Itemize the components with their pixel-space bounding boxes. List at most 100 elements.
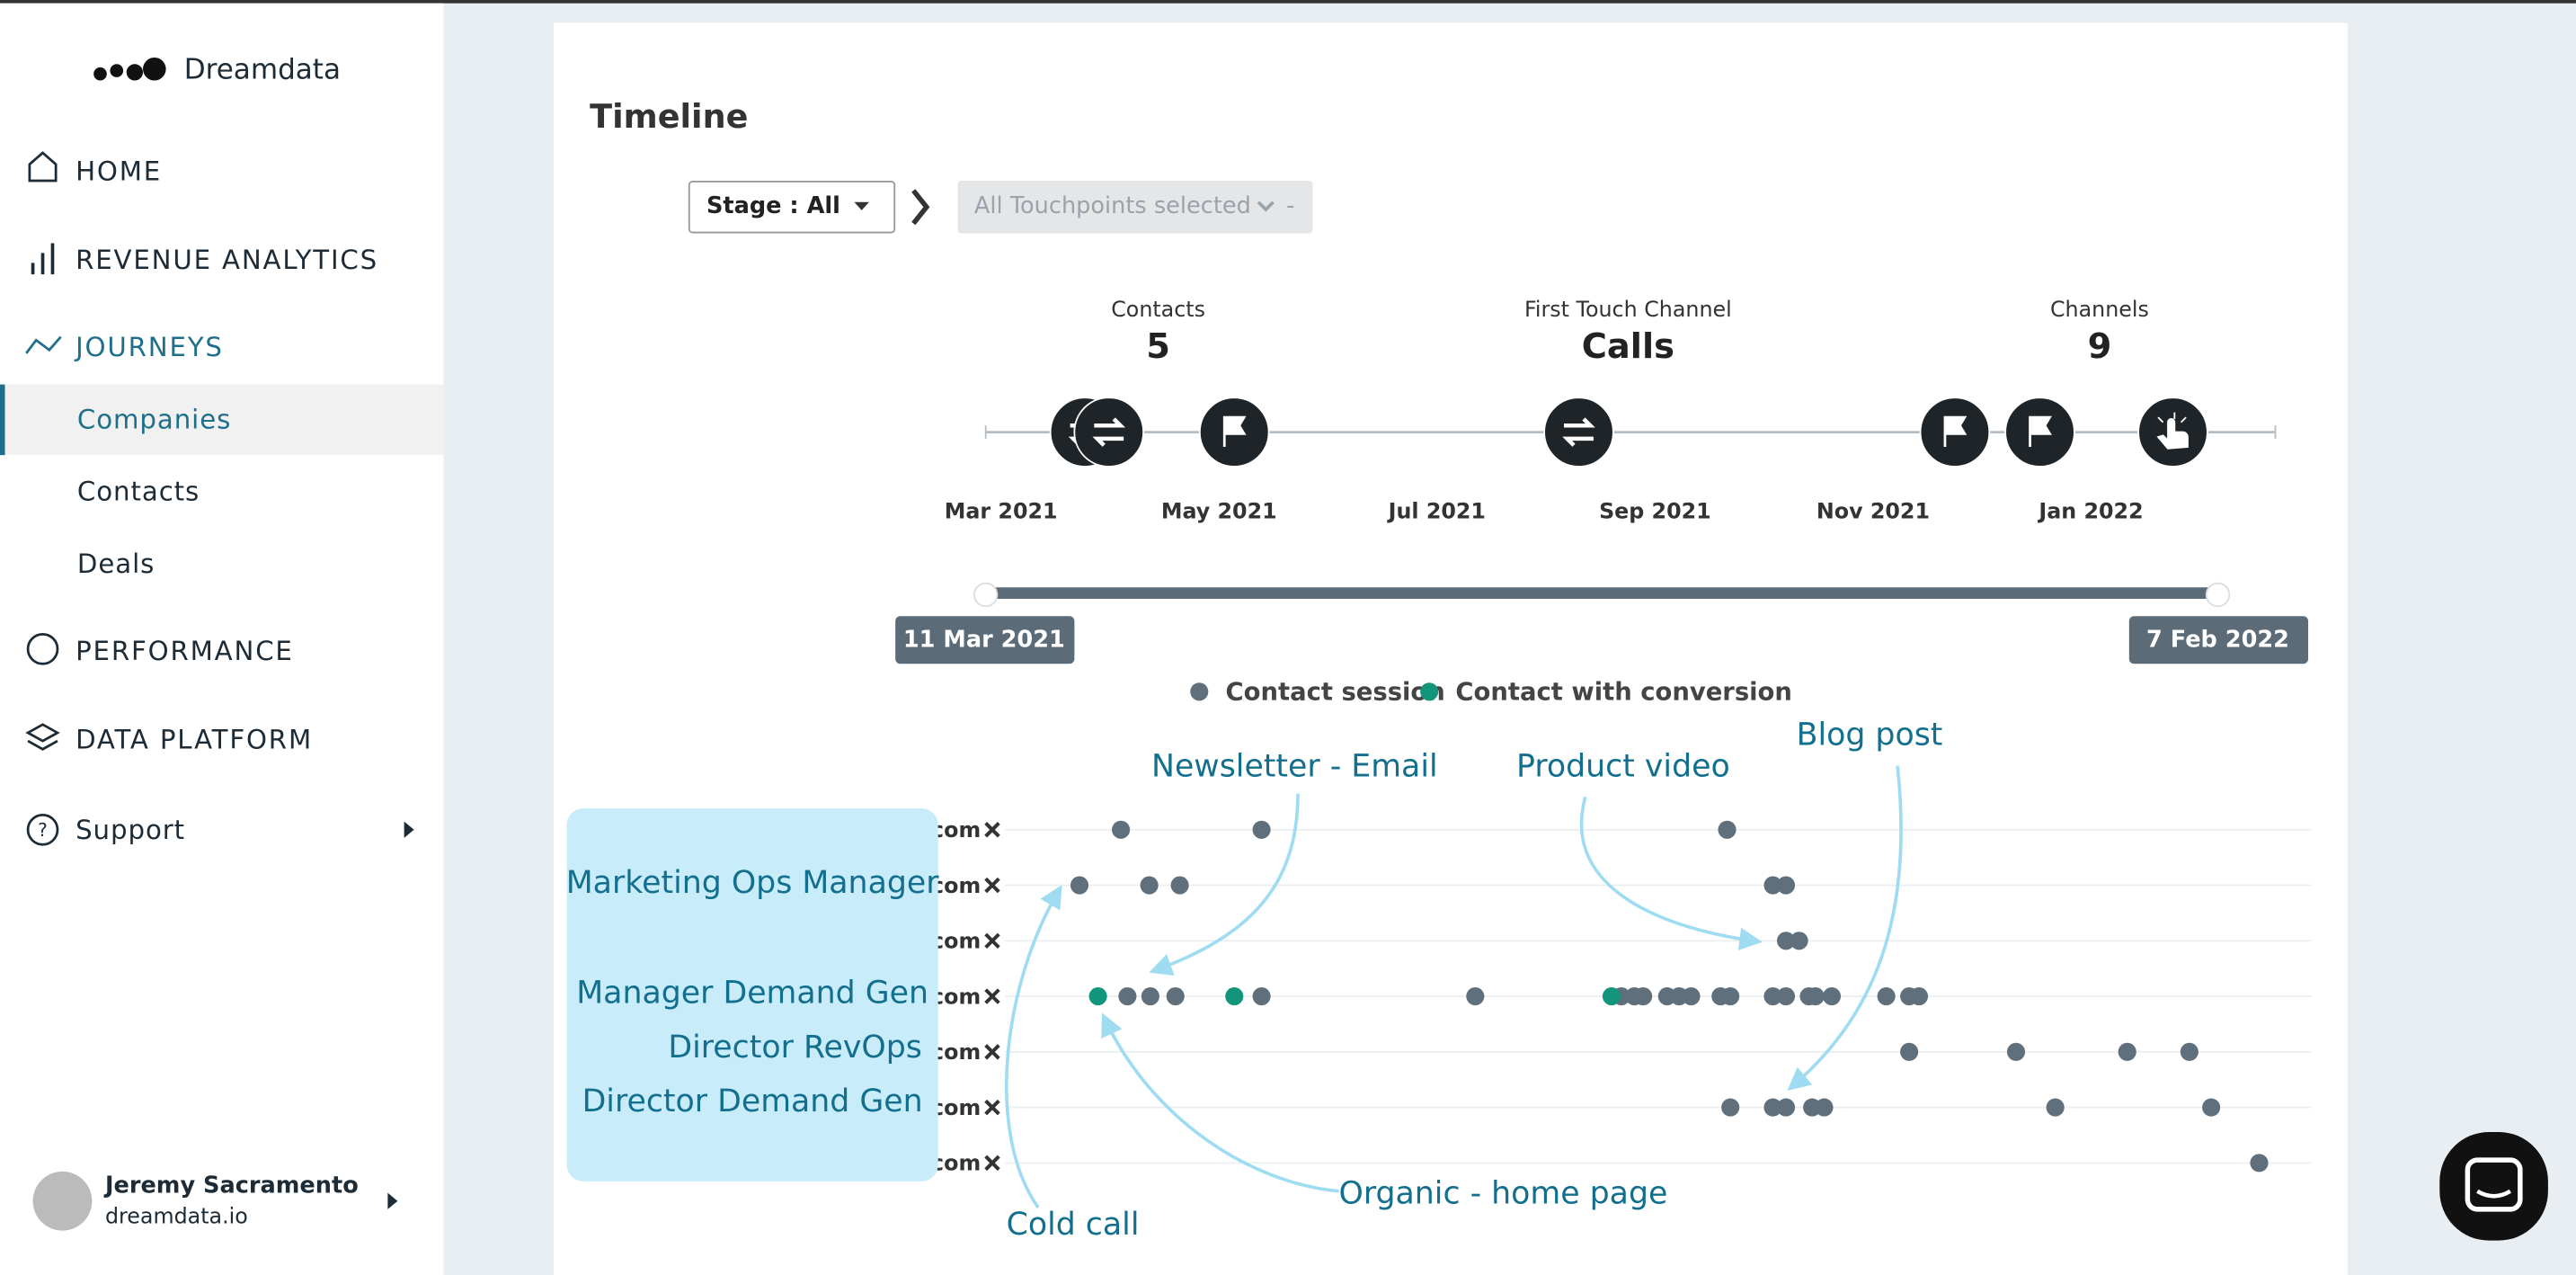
nav-journeys[interactable]: JOURNEYS <box>25 332 224 362</box>
session-dot <box>1776 987 1796 1006</box>
call-icon <box>1562 417 1595 447</box>
session-dot <box>2046 1098 2065 1117</box>
user-name[interactable]: Jeremy Sacramento <box>103 1172 359 1199</box>
selected-bar <box>0 384 5 456</box>
session-dot <box>1776 932 1796 950</box>
remove-icon <box>984 1155 1000 1172</box>
nav-support[interactable]: ? Support <box>26 813 414 846</box>
session-dot <box>1682 987 1701 1006</box>
top-border <box>0 0 2576 4</box>
session-dot <box>1602 987 1621 1006</box>
stat-value: 9 <box>2088 326 2112 367</box>
remove-icon <box>984 877 1000 894</box>
flag-icon <box>1222 415 1247 448</box>
svg-text:?: ? <box>38 819 48 841</box>
session-dot <box>1900 1042 1919 1061</box>
session-dot <box>1252 820 1271 839</box>
x-tick-label: Jul 2021 <box>1387 499 1486 524</box>
filter-text[interactable]: Stage : All <box>706 192 840 219</box>
session-dot <box>1721 1098 1740 1117</box>
page-title: Timeline <box>590 97 748 136</box>
session-dot <box>2250 1154 2269 1172</box>
session-dot <box>1088 987 1107 1006</box>
sub-nav[interactable]: Contacts <box>77 477 200 507</box>
sub-nav[interactable]: Companies <box>77 404 231 434</box>
nav-label[interactable]: Support <box>76 815 185 845</box>
role-label: Director RevOps <box>668 1030 921 1065</box>
range-start: 11 Mar 2021 <box>903 627 1065 654</box>
callout: Product video <box>1516 748 1730 784</box>
session-dot <box>1790 932 1808 950</box>
touchpoint-filter[interactable]: All Touchpoints selected - <box>957 181 1313 234</box>
callout: Cold call <box>1007 1207 1140 1243</box>
nav-label[interactable]: JOURNEYS <box>74 332 224 362</box>
nav-performance[interactable]: PERFORMANCE <box>26 632 294 666</box>
session-dot <box>1718 820 1737 839</box>
callout: Organic - home page <box>1338 1175 1667 1211</box>
remove-icon <box>984 932 1000 950</box>
legend-marker <box>1190 682 1209 701</box>
role-label: Director Demand Gen <box>582 1083 923 1119</box>
nav-revenue[interactable]: REVENUE ANALYTICS <box>31 243 379 275</box>
session-dot <box>2006 1042 2026 1061</box>
user[interactable]: Jeremy Sacramento dreamdata.io <box>32 1171 398 1231</box>
session-dot <box>1822 987 1842 1006</box>
remove-icon <box>984 1044 1000 1060</box>
remove-icon <box>984 1099 1000 1116</box>
slider[interactable]: 11 Mar 2021 7 Feb 2022 <box>895 582 2309 664</box>
nav-label[interactable]: HOME <box>76 156 162 186</box>
chevron <box>911 189 930 226</box>
session-dot <box>2118 1042 2136 1061</box>
stat-label: First Touch Channel <box>1524 297 1732 322</box>
chat-button[interactable] <box>2439 1132 2548 1241</box>
annotation-overlay: Marketing Ops Manager Manager Demand Gen D… <box>566 718 1943 1244</box>
session-dot <box>1070 876 1089 895</box>
touchpoint <box>1073 397 1145 468</box>
nav-data[interactable]: DATA PLATFORM <box>25 723 313 755</box>
session-dot <box>1776 876 1796 895</box>
session-dot <box>1140 876 1159 895</box>
legend-label: Contact with conversion <box>1455 679 1791 707</box>
session-dot <box>1815 1098 1834 1117</box>
session-dot <box>2202 1098 2221 1117</box>
x-tick-label: May 2021 <box>1161 499 1277 524</box>
role-label: Marketing Ops Manager <box>566 865 940 901</box>
session-dot <box>1170 876 1189 895</box>
filter-text[interactable]: All Touchpoints selected <box>974 192 1251 219</box>
legend-marker <box>1420 682 1439 701</box>
stat-label: Channels <box>2050 297 2149 322</box>
x-tick-label: Sep 2021 <box>1599 499 1711 524</box>
legend-label: Contact session <box>1226 679 1445 707</box>
user-org[interactable]: dreamdata.io <box>105 1204 248 1229</box>
nav-label[interactable]: PERFORMANCE <box>76 636 294 666</box>
role-box <box>566 808 938 1181</box>
session-dot <box>1634 987 1653 1006</box>
nav-home[interactable]: HOME <box>28 151 162 186</box>
nav-label[interactable]: DATA PLATFORM <box>76 725 313 755</box>
stat-value: Calls <box>1582 326 1674 367</box>
call-icon <box>1092 417 1126 447</box>
x-tick-label: Jan 2022 <box>2037 499 2143 524</box>
callout: Blog post <box>1797 718 1943 753</box>
session-dot <box>1763 1098 1782 1117</box>
session-dot <box>1909 987 1929 1006</box>
session-dot <box>1806 987 1825 1006</box>
logo <box>93 57 166 81</box>
session-dot <box>1118 987 1137 1006</box>
session-dot <box>1252 987 1271 1006</box>
arrows <box>1005 765 1903 1209</box>
touchpoint <box>1543 397 1614 468</box>
stat-label: Contacts <box>1111 297 1205 322</box>
filter-suffix[interactable]: - <box>1286 192 1294 219</box>
sidebar <box>0 3 444 1275</box>
nav-label[interactable]: REVENUE ANALYTICS <box>76 245 378 275</box>
flag-icon <box>2029 415 2052 448</box>
stat-value: 5 <box>1146 326 1170 367</box>
range-end: 7 Feb 2022 <box>2146 627 2289 654</box>
session-dot <box>2180 1042 2198 1061</box>
sub-nav[interactable]: Deals <box>77 548 155 579</box>
session-dot <box>1721 987 1740 1006</box>
stage-filter[interactable]: Stage : All <box>688 181 896 234</box>
